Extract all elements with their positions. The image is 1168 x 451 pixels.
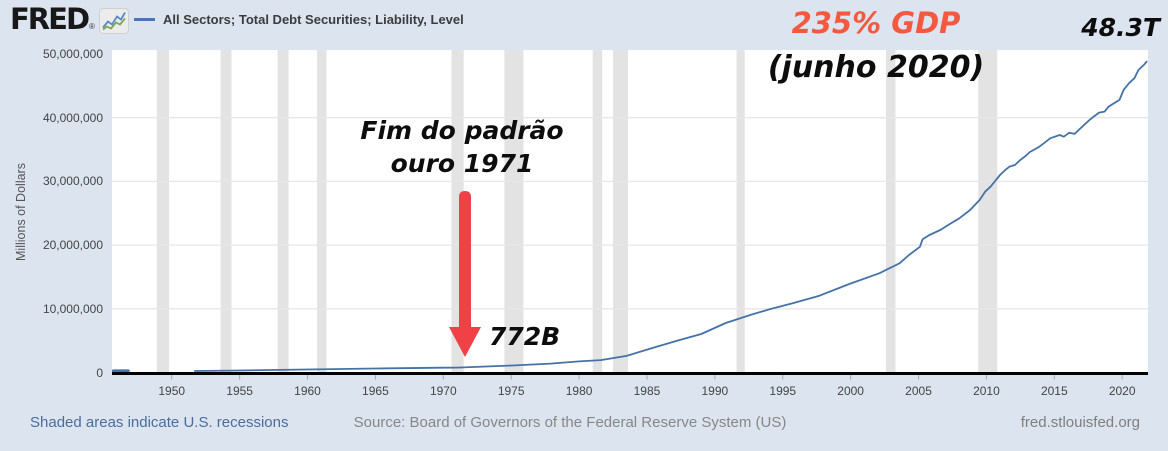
annotation-gdp-percent: 235% GDP	[791, 6, 961, 40]
recession-band	[592, 50, 603, 373]
registered-mark: ®	[89, 22, 95, 31]
x-tick-label: 1995	[769, 384, 797, 398]
annotation-gdp-date: (junho 2020)	[767, 50, 985, 85]
annotation-end-value: 48.3T	[1081, 13, 1160, 42]
recession-band	[736, 50, 745, 373]
x-axis-line	[112, 372, 1148, 375]
recession-band	[277, 50, 289, 373]
recession-band	[220, 50, 232, 373]
line-swatch-icon	[134, 18, 155, 21]
x-tick-label: 1950	[158, 384, 186, 398]
annotation-gold-standard: Fim do padrão ouro 1971	[332, 114, 592, 180]
series-legend-label: All Sectors; Total Debt Securities; Liab…	[163, 12, 464, 27]
x-tick-label: 1960	[294, 384, 321, 398]
recession-band	[978, 50, 998, 373]
fred-site-link[interactable]: fred.stlouisfed.org	[1020, 414, 1140, 431]
x-tick-label: 1970	[429, 384, 457, 398]
x-tick-label: 1975	[497, 384, 525, 398]
recession-band	[613, 50, 628, 373]
y-tick-label: 40,000,000	[42, 110, 103, 125]
x-tick-label: 1985	[633, 384, 661, 398]
x-tick-label: 2000	[837, 384, 864, 398]
annotation-1971-value: 772B	[489, 322, 561, 351]
x-tick-label: 2020	[1108, 384, 1136, 398]
recession-band	[317, 50, 327, 373]
recession-band	[504, 50, 524, 373]
data-line	[193, 60, 1148, 372]
recession-band	[156, 50, 170, 373]
y-axis-title: Millions of Dollars	[14, 163, 28, 261]
fred-logo-chart-icon	[98, 8, 129, 39]
x-tick-label: 1965	[362, 384, 389, 398]
x-tick-label: 2005	[905, 384, 932, 398]
y-tick-label: 10,000,000	[42, 301, 103, 316]
annotation-gold-standard-line1: Fim do padrão	[360, 116, 564, 145]
recession-band	[885, 50, 896, 373]
fred-logo-text: FRED	[10, 2, 90, 36]
annotation-gold-standard-line2: ouro 1971	[390, 149, 534, 178]
series-legend: All Sectors; Total Debt Securities; Liab…	[134, 12, 464, 27]
x-tick-label: 2010	[973, 384, 1000, 398]
y-tick-label: 0	[96, 365, 103, 380]
down-arrow-icon	[449, 191, 481, 357]
x-tick-label: 1990	[701, 384, 729, 398]
y-tick-label: 20,000,000	[42, 238, 103, 253]
fred-logo[interactable]: FRED ®	[10, 4, 129, 39]
x-tick-label: 1980	[565, 384, 593, 398]
x-tick-label: 2015	[1040, 384, 1068, 398]
recessions-note-link[interactable]: Shaded areas indicate U.S. recessions	[30, 414, 289, 431]
y-tick-label: 50,000,000	[42, 47, 103, 61]
y-tick-label: 30,000,000	[42, 174, 103, 189]
x-tick-label: 1955	[226, 384, 253, 398]
source-text: Source: Board of Governors of the Federa…	[353, 414, 787, 431]
